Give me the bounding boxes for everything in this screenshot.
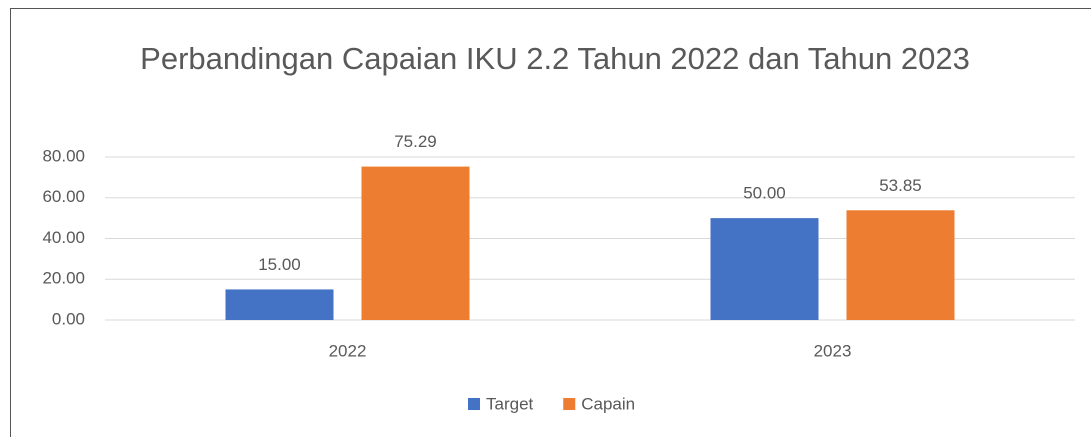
bar	[710, 218, 819, 320]
bar	[846, 210, 955, 320]
y-tick-label: 40.00	[42, 228, 85, 247]
data-label: 53.85	[879, 176, 922, 195]
legend-label: Target	[486, 394, 534, 413]
y-tick-label: 60.00	[42, 187, 85, 206]
x-tick-label: 2022	[329, 341, 367, 360]
legend-swatch	[563, 398, 576, 410]
bar	[361, 166, 470, 320]
chart-title: Perbandingan Capaian IKU 2.2 Tahun 2022 …	[140, 41, 970, 76]
y-tick-label: 0.00	[52, 309, 85, 328]
x-tick-label: 2023	[814, 341, 852, 360]
legend-label: Capain	[581, 394, 635, 413]
data-label: 50.00	[743, 184, 786, 203]
data-label: 75.29	[394, 132, 437, 151]
legend-swatch	[468, 398, 480, 410]
data-label: 15.00	[258, 255, 301, 274]
y-tick-label: 80.00	[42, 146, 85, 165]
bar	[225, 289, 334, 320]
y-tick-label: 20.00	[42, 269, 85, 288]
